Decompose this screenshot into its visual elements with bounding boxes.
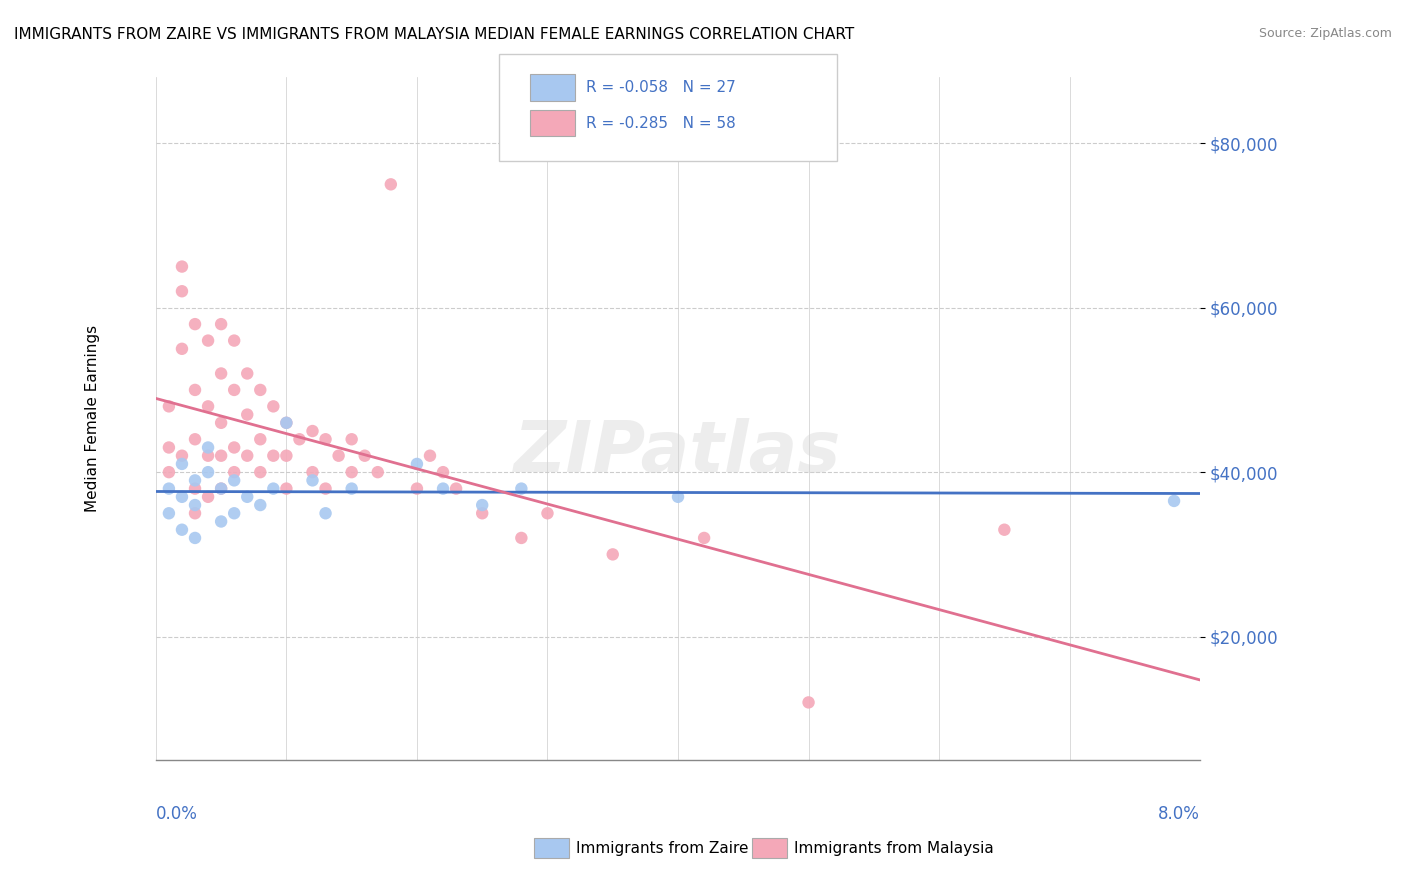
Point (340, 432, 363, 446)
Point (510, 531, 533, 545)
Point (353, 449, 375, 463)
Point (209, 515, 232, 529)
Point (301, 474, 323, 488)
Point (249, 465, 271, 479)
Point (197, 400, 219, 414)
Point (170, 342, 193, 356)
Point (510, 482, 533, 496)
Point (471, 506, 494, 520)
Text: R = -0.058   N = 27: R = -0.058 N = 27 (586, 80, 737, 95)
Point (209, 367, 232, 381)
Point (1163, 494, 1185, 508)
Point (184, 498, 207, 512)
Point (406, 457, 429, 471)
Point (262, 449, 284, 463)
Point (170, 449, 193, 463)
Point (157, 506, 180, 520)
Point (419, 449, 441, 463)
Point (276, 449, 298, 463)
Point (301, 465, 323, 479)
Point (184, 482, 207, 496)
Point (197, 449, 219, 463)
Point (157, 400, 180, 414)
Point (157, 441, 180, 455)
Point (224, 441, 246, 455)
Point (315, 432, 337, 446)
Text: R = -0.285   N = 58: R = -0.285 N = 58 (586, 116, 737, 130)
Point (340, 465, 363, 479)
Y-axis label: Median Female Earnings: Median Female Earnings (86, 326, 100, 512)
Point (288, 432, 311, 446)
Text: Source: ZipAtlas.com: Source: ZipAtlas.com (1258, 27, 1392, 40)
Point (170, 457, 193, 471)
Point (340, 482, 363, 496)
Point (797, 695, 820, 709)
Point (236, 490, 259, 504)
Point (197, 441, 219, 455)
Point (197, 490, 219, 504)
Point (184, 531, 207, 545)
Text: Immigrants from Malaysia: Immigrants from Malaysia (794, 841, 994, 855)
Point (993, 523, 1015, 537)
Point (184, 432, 207, 446)
Point (262, 482, 284, 496)
Point (236, 408, 259, 422)
Point (224, 383, 246, 397)
Point (262, 400, 284, 414)
Point (315, 506, 337, 520)
Point (184, 474, 207, 488)
Point (209, 416, 232, 430)
Point (666, 490, 689, 504)
Point (170, 490, 193, 504)
Text: 0.0%: 0.0% (156, 805, 198, 823)
Point (249, 498, 271, 512)
Text: ZIPatlas: ZIPatlas (515, 418, 842, 487)
Text: IMMIGRANTS FROM ZAIRE VS IMMIGRANTS FROM MALAYSIA MEDIAN FEMALE EARNINGS CORRELA: IMMIGRANTS FROM ZAIRE VS IMMIGRANTS FROM… (14, 27, 855, 42)
Point (249, 383, 271, 397)
Point (157, 465, 180, 479)
Point (328, 449, 350, 463)
Point (209, 449, 232, 463)
Point (367, 465, 389, 479)
Point (209, 482, 232, 496)
Point (197, 465, 219, 479)
Point (184, 317, 207, 331)
Point (276, 416, 298, 430)
Point (157, 482, 180, 496)
Text: Immigrants from Zaire: Immigrants from Zaire (576, 841, 749, 855)
Point (170, 523, 193, 537)
Point (224, 334, 246, 348)
Point (209, 317, 232, 331)
Point (170, 285, 193, 299)
Point (602, 548, 624, 562)
Point (184, 506, 207, 520)
Point (471, 498, 494, 512)
Point (184, 383, 207, 397)
Point (406, 482, 429, 496)
Point (276, 416, 298, 430)
Point (276, 482, 298, 496)
Point (170, 260, 193, 274)
Point (224, 506, 246, 520)
Point (315, 482, 337, 496)
Point (249, 432, 271, 446)
Point (224, 465, 246, 479)
Point (432, 482, 454, 496)
Point (693, 531, 716, 545)
Point (236, 449, 259, 463)
Point (380, 178, 402, 192)
Point (536, 506, 558, 520)
Point (209, 482, 232, 496)
Text: 8.0%: 8.0% (1159, 805, 1201, 823)
Point (432, 465, 454, 479)
Point (224, 474, 246, 488)
Point (444, 482, 467, 496)
Point (197, 334, 219, 348)
Point (236, 367, 259, 381)
Point (301, 424, 323, 438)
